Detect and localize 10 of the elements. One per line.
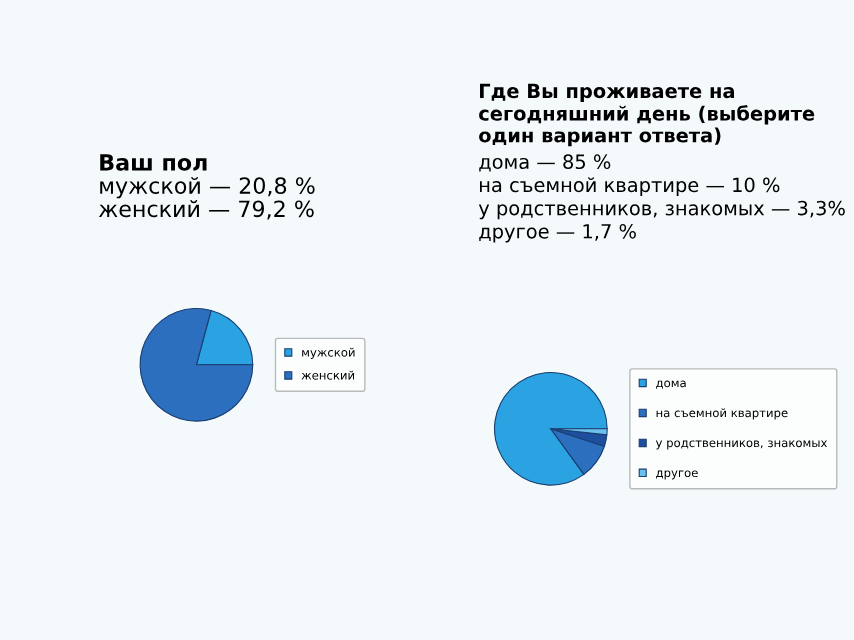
text: дома — 85 % [479,154,611,172]
text: на съемной квартире — 10 % [480,177,780,197]
text: другое — 1,7 % [479,223,636,243]
text: мужской — 20,8 % [100,176,315,199]
text: женский — 79,2 % [98,200,314,220]
pie-slice [139,307,254,422]
text: у родственников, знакомых — 3,3% [478,200,845,220]
chart-title: Ваш пол [100,154,207,171]
chart-title: Где Вы проживаете на сегодняшний день (выберите один вариант ответа) [479,83,815,147]
pie-slice [493,371,608,486]
